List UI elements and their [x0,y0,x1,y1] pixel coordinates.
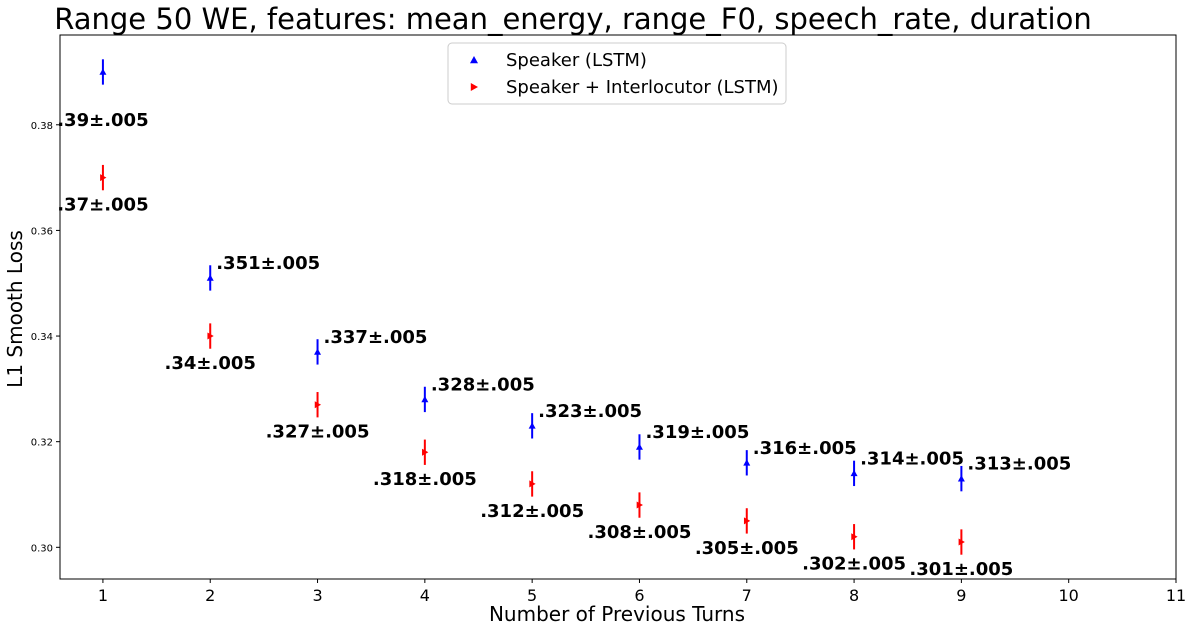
legend-marker [470,56,478,64]
x-tick-label: 9 [956,586,966,605]
data-label: .351±.005 [216,253,320,274]
speaker-interlocutor-point [958,538,965,546]
data-label: .39±.005 [57,110,148,131]
speaker-interlocutor-point [422,448,429,456]
x-tick-label: 3 [312,586,322,605]
data-label: .328±.005 [431,374,535,395]
legend: Speaker (LSTM) Speaker + Interlocutor (LS… [447,42,787,105]
speaker-interlocutor-point [100,174,107,182]
data-labels: .39±.005 .351±.005 .337±.005 .328±.005.323±… [57,110,1071,580]
x-tick-label: 6 [634,586,644,605]
x-axis-label: Number of Previous Turns [489,602,745,626]
y-axis-label: L1 Smooth Loss [3,230,27,388]
y-tick-label: 0.34 [31,332,53,343]
y-tick-label: 0.36 [31,226,53,237]
data-label: .316±.005 [753,438,857,459]
y-tick-label: 0.30 [31,543,53,554]
legend-box [447,42,787,105]
speaker-point [528,422,536,429]
speaker-interlocutor-point [314,401,322,409]
speaker-point [314,348,322,355]
speaker-interlocutor-point [636,501,643,509]
data-label: .319±.005 [645,422,749,443]
x-tick-label: 5 [527,586,537,605]
x-tick-label: 10 [1059,586,1079,605]
speaker-interlocutor-point [743,517,751,525]
plot-frame [59,34,1177,580]
data-label: .323±.005 [538,401,642,422]
data-label: .305±.005 [695,538,799,559]
x-tick-label: 8 [849,586,859,605]
legend-marker [470,83,478,91]
y-tick-label: 0.38 [31,121,53,132]
x-tick-label: 4 [420,586,430,605]
data-label: .314±.005 [860,448,964,469]
chart-title: Range 50 WE, features: mean_energy, rang… [54,2,1092,36]
x-tick-label: 2 [205,586,215,605]
speaker-point [99,68,107,75]
speaker-interlocutor-point [529,480,536,488]
speaker-interlocutor-point [851,533,858,541]
x-tick-label: 7 [742,586,752,605]
data-marks [99,59,965,555]
speaker-point [635,443,643,450]
data-label: .318±.005 [373,469,477,490]
legend-entry: Speaker (LSTM) [506,50,647,71]
y-tick-label: 0.32 [31,438,53,449]
speaker-point [850,469,858,477]
axes [59,34,1177,580]
x-tick-label: 1 [98,586,108,605]
speaker-point [957,475,965,482]
speaker-point [206,274,214,281]
data-label: .308±.005 [588,522,692,543]
ticks: 1 2 3 4 5 6 7 8 9 10 11 0.30 0.32 0.34 0.36 0.38 [31,121,1186,605]
data-label: .302±.005 [802,554,906,575]
data-label: .337±.005 [324,327,428,348]
speaker-interlocutor-point [207,332,214,340]
speaker-point [421,395,429,403]
x-tick-label: 11 [1166,586,1186,605]
legend-entry: Speaker + Interlocutor (LSTM) [506,77,779,98]
data-label: .327±.005 [266,422,370,443]
data-label: .37±.005 [57,195,148,216]
speaker-point [743,459,751,466]
data-label: .34±.005 [165,353,256,374]
data-label: .301±.005 [909,559,1013,580]
data-label: .313±.005 [967,454,1071,475]
data-label: .312±.005 [480,501,584,522]
